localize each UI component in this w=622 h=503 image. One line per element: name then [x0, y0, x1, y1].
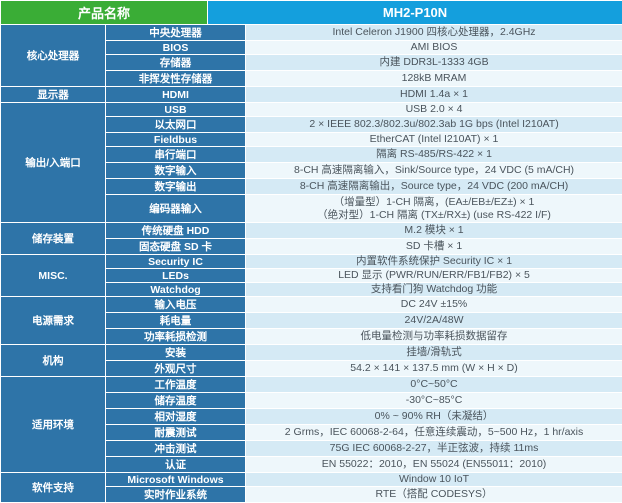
- spec-label-cell: 输入电压: [106, 297, 246, 313]
- spec-value-cell: -30°C~85°C: [246, 393, 622, 409]
- category-cell: 适用环境: [1, 377, 106, 473]
- spec-value-cell: 内建 DDR3L-1333 4GB: [246, 55, 622, 71]
- spec-label-cell: LEDs: [106, 269, 246, 283]
- spec-value-cell: EN 55022：2010，EN 55024 (EN55011：2010): [246, 457, 622, 473]
- spec-value-cell: Window 10 IoT: [246, 473, 622, 487]
- spec-label-cell: 认证: [106, 457, 246, 473]
- spec-label-cell: 冲击测试: [106, 441, 246, 457]
- spec-label-cell: HDMI: [106, 87, 246, 103]
- spec-value-cell: DC 24V ±15%: [246, 297, 622, 313]
- spec-value-cell: USB 2.0 × 4: [246, 103, 622, 117]
- spec-value-cell: EtherCAT (Intel I210AT) × 1: [246, 133, 622, 147]
- spec-label-cell: 中央处理器: [106, 25, 246, 41]
- spec-value-cell: 54.2 × 141 × 137.5 mm (W × H × D): [246, 361, 622, 377]
- product-name-header: 产品名称: [1, 1, 208, 25]
- spec-label-cell: USB: [106, 103, 246, 117]
- spec-value-cell: RTE（搭配 CODESYS）: [246, 487, 622, 503]
- spec-value-cell: （增量型）1-CH 隔离，(EA±/EB±/EZ±) × 1（绝对型）1-CH …: [246, 195, 622, 223]
- spec-value-cell: 支持看门狗 Watchdog 功能: [246, 283, 622, 297]
- spec-label-cell: 储存温度: [106, 393, 246, 409]
- spec-label-cell: 功率耗损检测: [106, 329, 246, 345]
- spec-value-cell: AMI BIOS: [246, 41, 622, 55]
- spec-label-cell: BIOS: [106, 41, 246, 55]
- category-cell: 储存装置: [1, 223, 106, 255]
- spec-label-cell: 以太网口: [106, 117, 246, 133]
- spec-row: 机构安装挂墙/滑轨式: [1, 345, 622, 361]
- spec-value-cell: Intel Celeron J1900 四核心处理器，2.4GHz: [246, 25, 622, 41]
- spec-value-line: （增量型）1-CH 隔离，(EA±/EB±/EZ±) × 1: [248, 196, 620, 209]
- spec-label-cell: Microsoft Windows: [106, 473, 246, 487]
- spec-label-cell: 数字输出: [106, 179, 246, 195]
- spec-value-cell: 128kB MRAM: [246, 71, 622, 87]
- spec-label-cell: Fieldbus: [106, 133, 246, 147]
- spec-value-cell: 0°C~50°C: [246, 377, 622, 393]
- spec-value-cell: HDMI 1.4a × 1: [246, 87, 622, 103]
- spec-value-cell: 2 × IEEE 802.3/802.3u/802.3ab 1G bps (In…: [246, 117, 622, 133]
- spec-value-cell: 0% ~ 90% RH（未凝结）: [246, 409, 622, 425]
- spec-label-cell: 相对湿度: [106, 409, 246, 425]
- category-cell: 机构: [1, 345, 106, 377]
- spec-label-cell: 安装: [106, 345, 246, 361]
- spec-label-cell: 工作温度: [106, 377, 246, 393]
- spec-label-cell: Security IC: [106, 255, 246, 269]
- spec-value-cell: 隔离 RS-485/RS-422 × 1: [246, 147, 622, 163]
- spec-label-cell: 串行端口: [106, 147, 246, 163]
- spec-value-cell: 2 Grms，IEC 60068-2-64，任意连续震动，5~500 Hz，1 …: [246, 425, 622, 441]
- spec-label-cell: 固态硬盘 SD 卡: [106, 239, 246, 255]
- spec-label-cell: 编码器输入: [106, 195, 246, 223]
- spec-value-cell: M.2 模块 × 1: [246, 223, 622, 239]
- category-cell: 显示器: [1, 87, 106, 103]
- spec-label-cell: 耗电量: [106, 313, 246, 329]
- spec-value-cell: SD 卡槽 × 1: [246, 239, 622, 255]
- spec-label-cell: 非挥发性存储器: [106, 71, 246, 87]
- category-cell: 输出/入端口: [1, 103, 106, 223]
- spec-label-cell: 传统硬盘 HDD: [106, 223, 246, 239]
- spec-label-cell: 实时作业系统: [106, 487, 246, 503]
- spec-value-cell: 8-CH 高速隔离输出，Source type，24 VDC (200 mA/C…: [246, 179, 622, 195]
- spec-label-cell: 数字输入: [106, 163, 246, 179]
- spec-value-cell: LED 显示 (PWR/RUN/ERR/FB1/FB2) × 5: [246, 269, 622, 283]
- spec-label-cell: 耐震测试: [106, 425, 246, 441]
- category-cell: 电源需求: [1, 297, 106, 345]
- spec-value-cell: 内置软件系统保护 Security IC × 1: [246, 255, 622, 269]
- category-cell: 软件支持: [1, 473, 106, 503]
- model-header: MH2-P10N: [208, 1, 622, 25]
- spec-value-cell: 挂墙/滑轨式: [246, 345, 622, 361]
- category-cell: 核心处理器: [1, 25, 106, 87]
- category-cell: MISC.: [1, 255, 106, 297]
- spec-value-cell: 8-CH 高速隔离输入，Sink/Source type，24 VDC (5 m…: [246, 163, 622, 179]
- spec-label-cell: 外观尺寸: [106, 361, 246, 377]
- spec-value-line: （绝对型）1-CH 隔离 (TX±/RX±) (use RS-422 I/F): [248, 209, 620, 222]
- spec-value-cell: 低电量检测与功率耗损数据留存: [246, 329, 622, 345]
- header-row: 产品名称 MH2-P10N: [1, 1, 622, 25]
- spec-label-cell: Watchdog: [106, 283, 246, 297]
- spec-label-cell: 存储器: [106, 55, 246, 71]
- spec-value-cell: 75G IEC 60068-2-27，半正弦波，持续 11ms: [246, 441, 622, 457]
- spec-value-cell: 24V/2A/48W: [246, 313, 622, 329]
